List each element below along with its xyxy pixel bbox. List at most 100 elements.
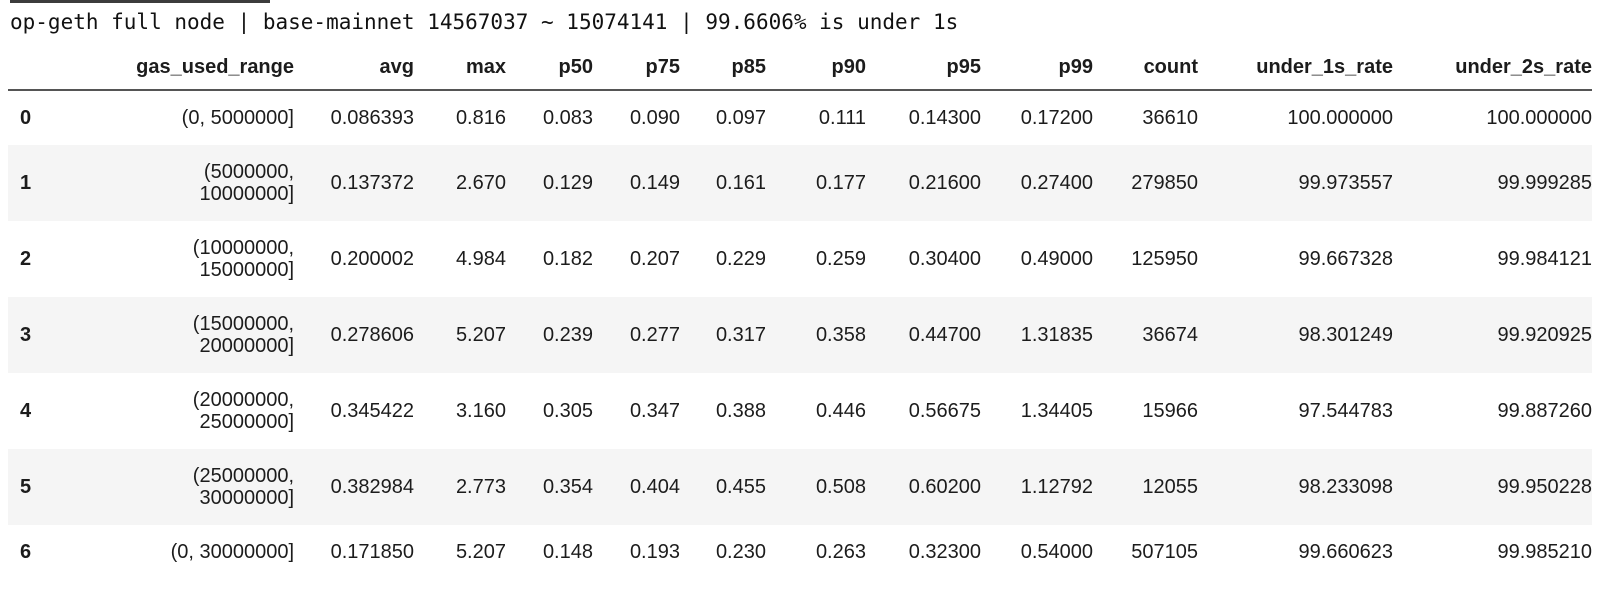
cell-avg: 0.137372 <box>330 172 414 194</box>
cell-p50: 0.354 <box>542 476 593 498</box>
cell-p90: 0.446 <box>815 400 866 422</box>
table-row: 1 (5000000, 10000000] 0.137372 2.670 0.1… <box>8 145 1592 221</box>
cell-p95: 0.44700 <box>908 324 981 346</box>
cell-p90: 0.358 <box>815 324 866 346</box>
cell-under-2s-rate: 99.920925 <box>1497 324 1592 346</box>
header-row: gas_used_range avg max p50 p75 p85 p90 p… <box>8 45 1592 91</box>
cell-avg: 0.382984 <box>330 476 414 498</box>
cell-p90: 0.263 <box>815 541 866 563</box>
table-row: 6 (0, 30000000] 0.171850 5.207 0.148 0.1… <box>8 525 1592 579</box>
cell-p50: 0.148 <box>542 541 593 563</box>
cell-p85: 0.455 <box>715 476 766 498</box>
cell-under-2s-rate: 99.985210 <box>1497 541 1592 563</box>
cell-p99: 1.12792 <box>1020 476 1093 498</box>
cell-under-1s-rate: 99.973557 <box>1298 172 1393 194</box>
cell-p85: 0.229 <box>715 248 766 270</box>
column-header-p90: p90 <box>766 45 866 91</box>
cell-under-2s-rate: 100.000000 <box>1486 107 1592 129</box>
cell-divider-line <box>10 0 270 3</box>
cell-p95: 0.21600 <box>908 172 981 194</box>
cell-p99: 1.31835 <box>1020 324 1093 346</box>
cell-p99: 1.34405 <box>1020 400 1093 422</box>
table-row: 4 (20000000, 25000000] 0.345422 3.160 0.… <box>8 373 1592 449</box>
cell-gas-used-range: (10000000, 15000000] <box>192 237 294 281</box>
cell-p99: 0.54000 <box>1020 541 1093 563</box>
row-index: 4 <box>20 400 32 422</box>
table-row: 2 (10000000, 15000000] 0.200002 4.984 0.… <box>8 221 1592 297</box>
cell-max: 5.207 <box>455 541 506 563</box>
row-index: 5 <box>20 476 32 498</box>
cell-gas-used-range: (25000000, 30000000] <box>192 465 294 509</box>
column-header-count: count <box>1093 45 1198 91</box>
row-index: 6 <box>20 541 32 563</box>
column-header-under-1s-rate: under_1s_rate <box>1198 45 1393 91</box>
cell-gas-used-range: (20000000, 25000000] <box>192 389 294 433</box>
cell-p90: 0.508 <box>815 476 866 498</box>
cell-max: 5.207 <box>455 324 506 346</box>
dataframe-table: gas_used_range avg max p50 p75 p85 p90 p… <box>8 45 1592 579</box>
cell-p85: 0.161 <box>715 172 766 194</box>
cell-max: 0.816 <box>455 107 506 129</box>
cell-p99: 0.17200 <box>1020 107 1093 129</box>
table-row: 5 (25000000, 30000000] 0.382984 2.773 0.… <box>8 449 1592 525</box>
cell-count: 12055 <box>1142 476 1198 498</box>
cell-max: 4.984 <box>455 248 506 270</box>
cell-avg: 0.086393 <box>330 107 414 129</box>
cell-count: 125950 <box>1131 248 1198 270</box>
cell-count: 507105 <box>1131 541 1198 563</box>
cell-max: 3.160 <box>455 400 506 422</box>
cell-under-1s-rate: 98.233098 <box>1298 476 1393 498</box>
cell-p50: 0.129 <box>542 172 593 194</box>
cell-p85: 0.388 <box>715 400 766 422</box>
cell-under-2s-rate: 99.984121 <box>1497 248 1592 270</box>
cell-p75: 0.404 <box>629 476 680 498</box>
cell-p50: 0.182 <box>542 248 593 270</box>
column-header-gas-used-range: gas_used_range <box>66 45 294 91</box>
row-index: 3 <box>20 324 32 346</box>
cell-count: 15966 <box>1142 400 1198 422</box>
column-header-p75: p75 <box>593 45 680 91</box>
row-index: 1 <box>20 172 32 194</box>
cell-p90: 0.259 <box>815 248 866 270</box>
table-row: 3 (15000000, 20000000] 0.278606 5.207 0.… <box>8 297 1592 373</box>
output-title: op-geth full node | base-mainnet 1456703… <box>10 10 959 34</box>
cell-count: 36610 <box>1142 107 1198 129</box>
cell-under-2s-rate: 99.887260 <box>1497 400 1592 422</box>
cell-count: 36674 <box>1142 324 1198 346</box>
cell-max: 2.773 <box>455 476 506 498</box>
column-header-p85: p85 <box>680 45 766 91</box>
cell-p75: 0.193 <box>629 541 680 563</box>
cell-gas-used-range: (0, 5000000] <box>181 107 294 129</box>
column-header-avg: avg <box>294 45 414 91</box>
cell-p95: 0.32300 <box>908 541 981 563</box>
cell-p90: 0.111 <box>818 107 866 129</box>
column-header-p95: p95 <box>866 45 981 91</box>
column-header-under-2s-rate: under_2s_rate <box>1393 45 1592 91</box>
table-body: 0 (0, 5000000] 0.086393 0.816 0.083 0.09… <box>8 90 1592 579</box>
cell-gas-used-range: (5000000, 10000000] <box>199 161 294 205</box>
column-header-p99: p99 <box>981 45 1093 91</box>
cell-p99: 0.27400 <box>1020 172 1093 194</box>
cell-gas-used-range: (0, 30000000] <box>170 541 294 563</box>
cell-p90: 0.177 <box>815 172 866 194</box>
cell-p95: 0.14300 <box>908 107 981 129</box>
cell-p85: 0.317 <box>715 324 766 346</box>
cell-under-1s-rate: 98.301249 <box>1298 324 1393 346</box>
cell-p85: 0.097 <box>715 107 766 129</box>
index-column-header <box>8 45 66 91</box>
cell-p75: 0.277 <box>629 324 680 346</box>
row-index: 0 <box>20 107 32 129</box>
cell-gas-used-range: (15000000, 20000000] <box>192 313 294 357</box>
cell-under-2s-rate: 99.950228 <box>1497 476 1592 498</box>
cell-p75: 0.207 <box>629 248 680 270</box>
cell-under-1s-rate: 99.667328 <box>1298 248 1393 270</box>
cell-p85: 0.230 <box>715 541 766 563</box>
cell-count: 279850 <box>1131 172 1198 194</box>
column-header-max: max <box>414 45 506 91</box>
cell-p95: 0.60200 <box>908 476 981 498</box>
cell-p75: 0.149 <box>629 172 680 194</box>
cell-avg: 0.171850 <box>330 541 414 563</box>
cell-p50: 0.083 <box>542 107 593 129</box>
cell-p95: 0.56675 <box>908 400 981 422</box>
cell-p99: 0.49000 <box>1020 248 1093 270</box>
